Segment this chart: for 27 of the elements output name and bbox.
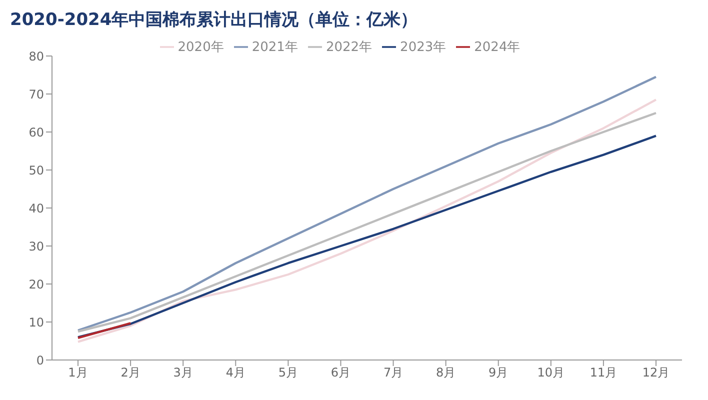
x-tick-label: 11月 — [590, 366, 618, 380]
y-tick-label: 0 — [36, 353, 44, 368]
x-tick-label: 7月 — [383, 366, 404, 380]
y-tick-label: 80 — [28, 49, 44, 64]
y-tick-label: 20 — [28, 277, 44, 292]
x-tick-label: 9月 — [488, 366, 508, 380]
y-tick-label: 30 — [28, 239, 44, 254]
y-tick-label: 10 — [28, 315, 44, 330]
x-tick-label: 10月 — [537, 366, 565, 380]
y-tick-label: 40 — [28, 201, 44, 216]
x-tick-label: 3月 — [173, 366, 193, 380]
x-tick-label: 5月 — [278, 366, 298, 380]
legend-label: 2021年 — [252, 40, 298, 55]
x-tick-label: 4月 — [226, 366, 246, 380]
legend-label: 2024年 — [474, 40, 520, 55]
x-tick-label: 12月 — [642, 366, 670, 380]
legend-label: 2020年 — [178, 40, 224, 55]
legend-label: 2022年 — [326, 40, 372, 55]
x-tick-label: 1月 — [68, 366, 88, 380]
x-tick-label: 6月 — [330, 366, 351, 380]
x-tick-label: 2月 — [120, 366, 140, 380]
y-tick-label: 50 — [28, 163, 44, 178]
legend-label: 2023年 — [400, 40, 446, 55]
x-tick-label: 8月 — [436, 366, 456, 380]
y-tick-label: 70 — [28, 87, 44, 102]
y-tick-label: 60 — [28, 125, 44, 140]
chart-title: 2020-2024年中国棉布累计出口情况（单位：亿米） — [10, 9, 419, 32]
